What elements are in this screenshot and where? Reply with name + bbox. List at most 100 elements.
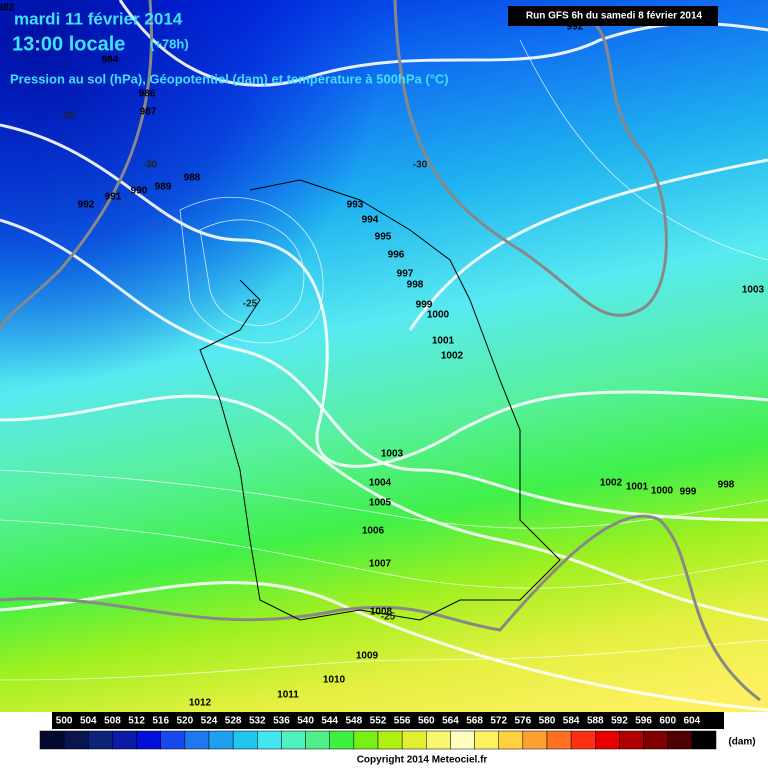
legend-swatch [570, 730, 596, 750]
borders [199, 179, 561, 621]
legend-value: 584 [563, 716, 580, 727]
pressure-label: 1001 [626, 482, 649, 493]
pressure-label: 998 [407, 280, 424, 291]
legend-swatch [498, 730, 524, 750]
temperature-label: -25 [243, 299, 258, 310]
legend-swatch [353, 730, 379, 750]
pressure-label: 1000 [427, 310, 450, 321]
run-info: Run GFS 6h du samedi 8 février 2014 [526, 11, 703, 22]
pressure-label: 994 [362, 215, 379, 226]
subtitle: Pression au sol (hPa), Géopotentiel (dam… [10, 71, 449, 86]
legend-swatch [281, 730, 306, 750]
legend-value: 580 [539, 716, 556, 727]
legend-swatch [377, 730, 403, 750]
legend-value: 524 [201, 716, 218, 727]
pressure-label: 998 [718, 480, 735, 491]
legend-value: 556 [394, 716, 411, 727]
legend-value: 512 [128, 716, 145, 727]
pressure-label: 999 [416, 300, 433, 311]
pressure-label: 987 [140, 107, 157, 118]
legend-swatch [643, 730, 668, 750]
pressure-label: 995 [375, 232, 392, 243]
legend-value: 528 [225, 716, 242, 727]
legend-swatch [184, 730, 210, 750]
legend-value: 588 [587, 716, 604, 727]
pressure-label: 1002 [441, 351, 464, 362]
legend-swatch [257, 730, 282, 750]
pressure-label: 993 [347, 200, 364, 211]
legend-swatch [39, 730, 65, 750]
legend-swatch [667, 730, 693, 750]
pressure-label: 992 [78, 200, 95, 211]
pressure-label: 1009 [356, 651, 379, 662]
pressure-label: 1011 [277, 690, 299, 701]
legend-value: 548 [346, 716, 363, 727]
legend-swatch [450, 730, 475, 750]
isotherms [0, 0, 761, 702]
temperature-label: -30 [143, 160, 158, 171]
legend-swatch [691, 730, 717, 750]
legend-value: 568 [466, 716, 483, 727]
pressure-label: 1012 [189, 698, 212, 709]
legend-value: 600 [659, 716, 676, 727]
pressure-label: 1003 [742, 285, 765, 296]
legend-value: 604 [684, 716, 701, 727]
isohypses [0, 0, 768, 710]
legend-value: 596 [635, 716, 652, 727]
pressure-label: 1001 [432, 336, 455, 347]
pressure-label: 988 [184, 173, 201, 184]
pressure-label: 1006 [362, 526, 385, 537]
legend-swatch [474, 730, 499, 750]
legend-swatch [136, 730, 161, 750]
date: mardi 11 février 2014 [14, 9, 183, 28]
pressure-label: 1005 [369, 498, 392, 509]
run-box [508, 6, 718, 26]
pressure-label: 999 [680, 487, 697, 498]
legend-value: 544 [321, 716, 338, 727]
legend-value: 520 [177, 716, 194, 727]
pressure-label: 1010 [323, 675, 346, 686]
temperature-label: -35 [61, 111, 76, 122]
pressure-label: 1000 [651, 486, 674, 497]
legend-swatch [401, 730, 427, 750]
legend-value: 552 [370, 716, 387, 727]
pressure-label: 996 [388, 250, 405, 261]
legend-swatch [546, 730, 572, 750]
legend-value: 572 [490, 716, 507, 727]
legend-swatch [595, 730, 620, 750]
pressure-label: 990 [131, 186, 148, 197]
legend-value: 592 [611, 716, 628, 727]
pressure-label: 989 [155, 182, 172, 193]
pressure-label: 1003 [381, 449, 404, 460]
pressure-label: 1007 [369, 559, 392, 570]
legend-value: 576 [515, 716, 532, 727]
lead-time: (+78h) [150, 36, 189, 51]
legend-value: 508 [104, 716, 121, 727]
legend-value: 560 [418, 716, 435, 727]
legend-value: 504 [80, 716, 97, 727]
pressure-label: 992 [567, 22, 584, 33]
legend-label-bg [52, 712, 724, 729]
legend-swatch [208, 730, 234, 750]
pressure-label: 986 [139, 89, 156, 100]
pressure-label: 1002 [600, 478, 623, 489]
legend-swatch [619, 730, 644, 750]
legend-value: 500 [56, 716, 73, 727]
temperature-label: -30 [413, 160, 428, 171]
legend-swatch [426, 730, 451, 750]
temperature-label: -25 [381, 612, 396, 623]
legend-swatch [112, 730, 137, 750]
legend-swatch [63, 730, 89, 750]
pressure-label: 982 [0, 3, 15, 14]
copyright: Copyright 2014 Meteociel.fr [357, 755, 488, 766]
legend-value: 516 [152, 716, 169, 727]
legend-value: 564 [442, 716, 459, 727]
pressure-label: 984 [102, 55, 119, 66]
legend-value: 532 [249, 716, 266, 727]
legend-swatch [88, 730, 113, 750]
legend-swatch [305, 730, 330, 750]
legend-unit: (dam) [728, 737, 755, 748]
legend-swatch [329, 730, 355, 750]
